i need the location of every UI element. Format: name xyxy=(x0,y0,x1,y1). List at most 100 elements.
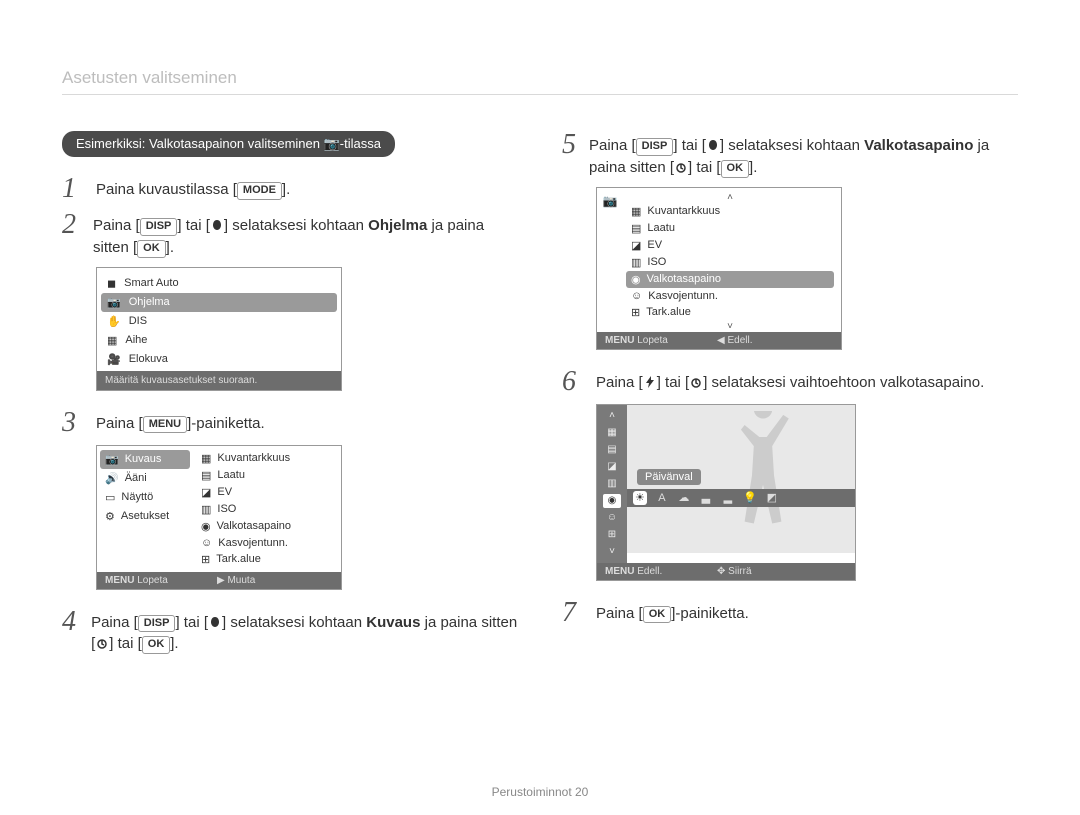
label: Ääni xyxy=(125,472,147,484)
opt-focus: ⊞ Tark.alue xyxy=(193,551,341,568)
resolution-icon: ▦ xyxy=(631,205,641,218)
label: Laatu xyxy=(217,469,245,481)
text: Paina [ xyxy=(91,614,138,631)
face-icon: ☺ xyxy=(631,290,642,302)
label: Ohjelma xyxy=(129,296,170,308)
wb-fluor-l-icon: ▂ xyxy=(721,491,735,505)
label: Lopeta xyxy=(637,335,668,346)
flash-icon xyxy=(643,373,657,385)
movie-icon: 🎥 xyxy=(107,353,121,366)
dis-icon: ✋ xyxy=(107,315,121,328)
label: Kuvantarkkuus xyxy=(647,205,720,217)
preview-area: Päivänval ☀ A ☁ ▃ ▂ 💡 ◩ xyxy=(627,405,855,553)
menu-tag: MENU xyxy=(105,575,134,586)
chevron-down-icon: ˅ xyxy=(603,545,621,559)
mode-item: ▦Aihe xyxy=(97,331,341,350)
tab-shoot: 📷 Kuvaus xyxy=(100,450,190,469)
wb-icon-selected: ◉ xyxy=(603,494,621,508)
page-footer: Perustoiminnot 20 xyxy=(0,785,1080,799)
wb-icon: ◉ xyxy=(201,520,211,533)
label: Kuvaus xyxy=(125,453,162,465)
timer-icon xyxy=(674,158,688,170)
text: Paina kuvaustilassa [ xyxy=(96,181,237,198)
ok-label: OK xyxy=(721,160,750,178)
text: Paina [ xyxy=(589,137,636,154)
label: ISO xyxy=(647,256,666,268)
menu-label: MENU xyxy=(143,416,187,434)
bold-text: Valkotasapaino xyxy=(864,137,973,154)
mode-item: ✋ DIS xyxy=(97,312,341,331)
step-text: Paina [OK]-painiketta. xyxy=(596,599,749,625)
wb-custom-icon: ◩ xyxy=(765,491,779,505)
tab-sound: 🔊 Ääni xyxy=(97,469,193,488)
label: Kasvojentunn. xyxy=(648,290,718,302)
label: Valkotasapaino xyxy=(647,273,721,285)
text: Paina [ xyxy=(93,217,140,234)
step-number: 2 xyxy=(62,211,87,239)
text: ]-painiketta. xyxy=(671,605,749,622)
text: ] selataksesi kohtaan xyxy=(224,217,368,234)
step-number: 7 xyxy=(562,599,590,627)
label: Aihe xyxy=(125,334,147,346)
wb-selected-label: Päivänval xyxy=(637,469,701,485)
label: Kuvantarkkuus xyxy=(217,452,290,464)
right-column: 5 Paina [DISP] tai [] selataksesi kohtaa… xyxy=(562,131,1018,663)
focus-icon: ⊞ xyxy=(201,553,210,566)
text: ]. xyxy=(749,159,757,176)
disp-label: DISP xyxy=(140,218,178,236)
step-number: 5 xyxy=(562,131,583,159)
text: Paina [ xyxy=(596,605,643,622)
sound-icon: 🔊 xyxy=(105,472,119,485)
text: ] tai [ xyxy=(175,614,208,631)
macro-icon xyxy=(208,613,222,625)
example-pill: Esimerkiksi: Valkotasapainon valitsemine… xyxy=(62,131,395,157)
text: ] tai [ xyxy=(657,374,690,391)
label: Valkotasapaino xyxy=(217,520,291,532)
wb-tungsten-icon: 💡 xyxy=(743,491,757,505)
step-2: 2 Paina [DISP] tai [] selataksesi kohtaa… xyxy=(62,211,518,259)
label: Asetukset xyxy=(121,510,169,522)
text: ]-painiketta. xyxy=(187,415,265,432)
opt-face: ☺Kasvojentunn. xyxy=(193,535,341,551)
label: DIS xyxy=(129,315,147,327)
chevron-down-icon: ˅ xyxy=(623,321,837,332)
step-5: 5 Paina [DISP] tai [] selataksesi kohtaa… xyxy=(562,131,1018,179)
disp-label: DISP xyxy=(636,138,674,156)
face-icon: ☺ xyxy=(603,511,621,525)
text: Paina [ xyxy=(596,374,643,391)
left-column: Esimerkiksi: Valkotasapainon valitsemine… xyxy=(62,131,518,663)
step-number: 3 xyxy=(62,409,90,437)
left-icon-col: 📷 xyxy=(597,188,623,332)
tab-display: ▭Näyttö xyxy=(97,488,193,507)
opt-focus: ⊞Tark.alue xyxy=(623,304,837,321)
text: ]. xyxy=(166,239,174,256)
text: ] tai [ xyxy=(688,159,721,176)
page-title: Asetusten valitseminen xyxy=(62,68,1018,95)
wb-daylight-icon: ☀ xyxy=(633,491,647,505)
opt-quality: ▤ Laatu xyxy=(193,467,341,484)
step-1: 1 Paina kuvaustilassa [MODE]. xyxy=(62,175,518,203)
label: EV xyxy=(217,486,232,498)
bold-text: Ohjelma xyxy=(368,217,427,234)
person-silhouette-icon xyxy=(717,411,809,531)
mode-label: MODE xyxy=(237,182,282,200)
text: ] selataksesi kohtaan xyxy=(222,614,366,631)
step-text: Paina [DISP] tai [] selataksesi kohtaan … xyxy=(589,131,1018,179)
step-number: 6 xyxy=(562,368,590,396)
label: Elokuva xyxy=(129,353,168,365)
label: Tark.alue xyxy=(216,553,261,565)
step-text: Paina [DISP] tai [] selataksesi kohtaan … xyxy=(93,211,518,259)
mode-item: 🎥 Elokuva xyxy=(97,350,341,369)
wb-icon: ◉ xyxy=(631,273,641,286)
quality-icon: ▤ xyxy=(201,469,211,482)
opt-ev: ◪EV xyxy=(193,484,341,501)
mode-item: ◼Smart Auto xyxy=(97,274,341,293)
gear-icon: ⚙ xyxy=(105,510,115,523)
camera-icon: 📷 xyxy=(105,453,119,466)
label: Siirrä xyxy=(728,566,751,577)
label: Laatu xyxy=(647,222,675,234)
macro-icon xyxy=(210,216,224,228)
opt-wb: ◉ Valkotasapaino xyxy=(193,518,341,535)
step-text: Paina [DISP] tai [] selataksesi kohtaan … xyxy=(91,608,518,656)
iso-icon: ▥ xyxy=(603,477,621,491)
